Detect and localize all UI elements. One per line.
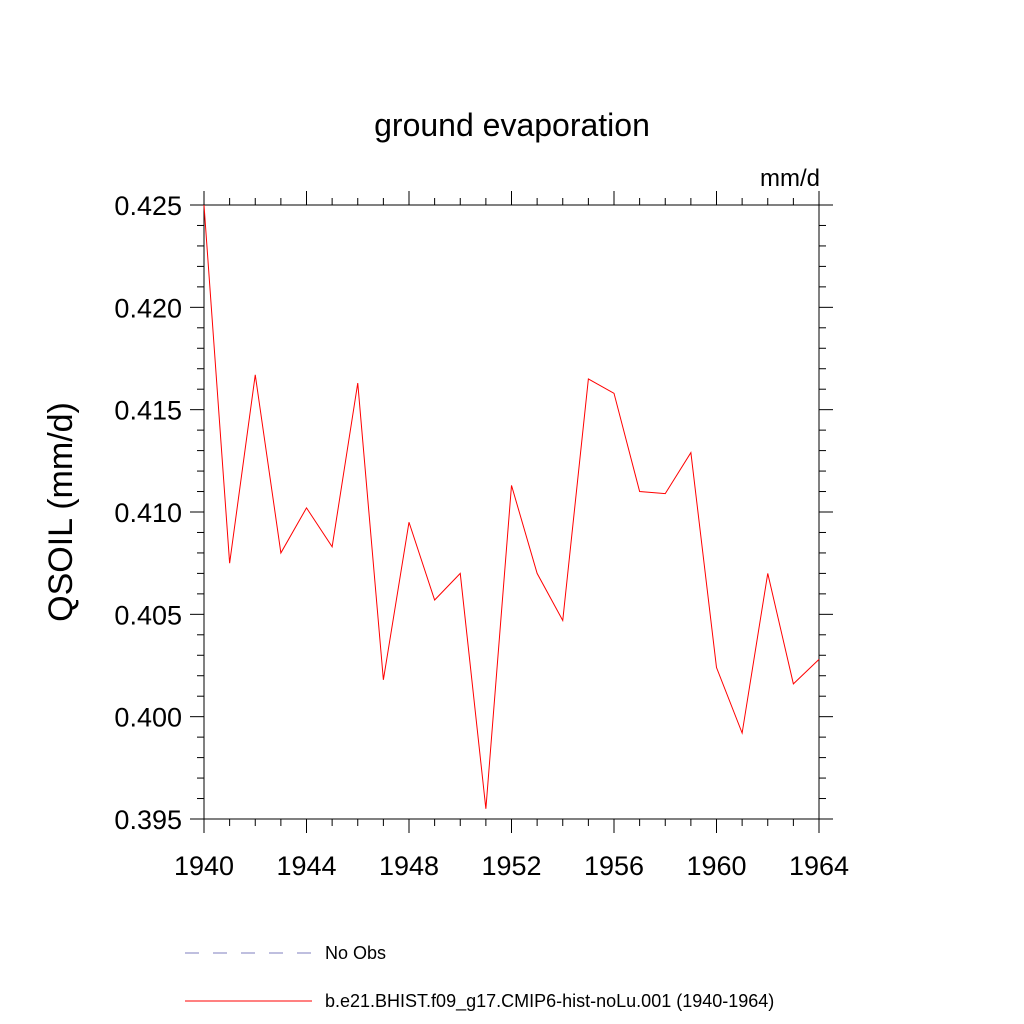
x-tick-label: 1944: [276, 851, 336, 881]
legend: No Obs b.e21.BHIST.f09_g17.CMIP6-hist-noL…: [185, 943, 774, 1012]
series-line: [203, 204, 820, 809]
x-tick-label: 1948: [379, 851, 439, 881]
x-tick-label: 1960: [686, 851, 746, 881]
units-label: mm/d: [760, 165, 820, 192]
y-tick-label: 0.400: [114, 703, 182, 733]
x-tick-label: 1952: [481, 851, 541, 881]
chart-title: ground evaporation: [374, 107, 650, 143]
plot-frame: [203, 204, 820, 820]
series-layer: [203, 204, 820, 809]
y-tick-label: 0.405: [114, 600, 182, 630]
y-tick-label: 0.395: [114, 805, 182, 835]
y-tick-label: 0.410: [114, 498, 182, 528]
x-tick-label: 1956: [584, 851, 644, 881]
y-tick-label: 0.415: [114, 396, 182, 426]
y-axis: 0.425 0.420 0.415 0.410 0.405 0.400 0.395: [114, 191, 833, 835]
x-tick-label: 1940: [174, 851, 234, 881]
y-tick-label: 0.425: [114, 191, 182, 221]
x-axis: 1940 1944 1948 1952 1956 1960 1964: [174, 191, 849, 881]
y-axis-label: QSOIL (mm/d): [42, 402, 80, 622]
legend-label: No Obs: [325, 943, 386, 963]
y-tick-label: 0.420: [114, 293, 182, 323]
x-tick-label: 1964: [789, 851, 849, 881]
legend-label: b.e21.BHIST.f09_g17.CMIP6-hist-noLu.001 …: [325, 991, 774, 1012]
